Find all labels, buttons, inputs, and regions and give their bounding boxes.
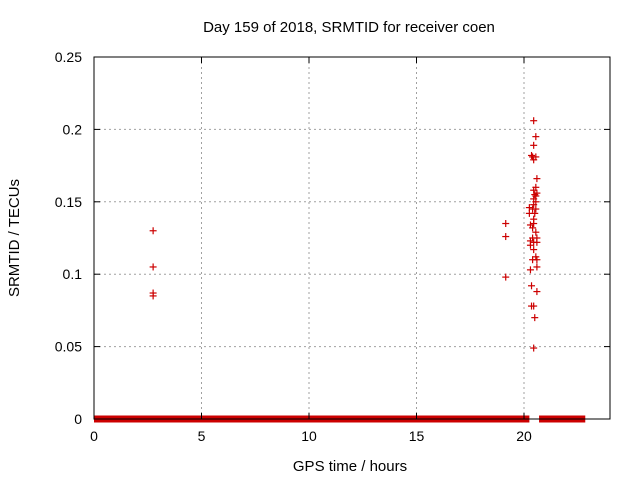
data-point	[149, 263, 157, 271]
y-tick-label: 0.05	[55, 339, 82, 355]
y-axis-label: SRMTID / TECUs	[6, 179, 23, 297]
data-point	[528, 282, 536, 290]
plot-frame	[93, 56, 611, 420]
y-tick-label: 0.25	[55, 49, 82, 65]
data-point	[531, 209, 539, 217]
data-point	[532, 228, 540, 236]
data-point	[530, 117, 538, 125]
data-point	[533, 189, 541, 197]
data-point	[533, 256, 541, 264]
data-point	[532, 183, 540, 191]
data-point	[149, 227, 157, 235]
data-point	[532, 205, 540, 213]
data-point	[530, 220, 538, 228]
data-point	[530, 344, 538, 352]
data-point	[532, 198, 540, 206]
data-point	[533, 263, 541, 271]
data-points	[149, 117, 541, 352]
x-tick-label: 0	[90, 428, 98, 444]
data-point	[502, 220, 510, 228]
data-point	[531, 314, 539, 322]
grid-lines	[94, 57, 610, 419]
data-point	[533, 175, 541, 183]
x-axis-label: GPS time / hours	[293, 458, 407, 475]
chart-title: Day 159 of 2018, SRMTID for receiver coe…	[203, 19, 495, 36]
y-tick-label: 0.15	[55, 194, 82, 210]
data-point	[533, 288, 541, 296]
data-point	[149, 292, 157, 300]
y-tick-label: 0	[74, 411, 82, 427]
x-tick-label: 10	[301, 428, 317, 444]
axis-ticks	[93, 56, 610, 420]
data-point	[526, 266, 534, 274]
data-point	[529, 224, 537, 232]
x-tick-label: 15	[409, 428, 425, 444]
x-tick-label: 5	[198, 428, 206, 444]
y-tick-label: 0.1	[63, 266, 83, 282]
data-point	[532, 153, 540, 161]
data-point	[530, 141, 538, 149]
data-point	[533, 238, 541, 246]
data-point	[528, 151, 536, 159]
data-point	[502, 273, 510, 281]
data-point	[502, 233, 510, 241]
data-point	[530, 302, 538, 310]
x-tick-labels: 0 5 10 15 20	[90, 428, 532, 444]
data-point	[530, 246, 538, 254]
y-tick-label: 0.2	[63, 121, 83, 137]
data-point	[532, 133, 540, 141]
y-tick-labels: 0 0.05 0.1 0.15 0.2 0.25	[55, 49, 82, 427]
x-tick-label: 20	[516, 428, 532, 444]
